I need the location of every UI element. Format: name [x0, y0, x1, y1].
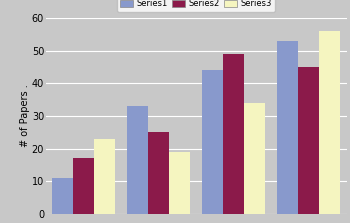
- Bar: [51, 178, 72, 214]
- Bar: [277, 41, 298, 214]
- Legend: Series1, Series2, Series3: Series1, Series2, Series3: [117, 0, 275, 12]
- Bar: [148, 132, 169, 214]
- Bar: [72, 159, 94, 214]
- Bar: [223, 54, 244, 214]
- Bar: [320, 31, 341, 214]
- Bar: [127, 106, 148, 214]
- Bar: [298, 67, 320, 214]
- Bar: [244, 103, 265, 214]
- Y-axis label: # of Papers .: # of Papers .: [20, 85, 30, 147]
- Bar: [202, 70, 223, 214]
- Bar: [169, 152, 190, 214]
- Bar: [94, 139, 115, 214]
